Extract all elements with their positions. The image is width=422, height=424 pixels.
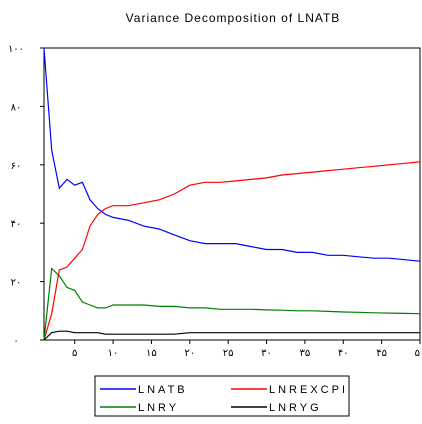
y-tick-label: ۶۰ (11, 161, 22, 172)
legend-label-lnryg: LNRYG (269, 402, 322, 414)
plot-frame (43, 47, 421, 341)
chart-title: Variance Decomposition of LNATB (126, 11, 341, 25)
y-axis: ۰ ۲۰ ۴۰ ۶۰ ۸۰ ۱۰۰ (8, 44, 44, 347)
x-axis: ۵ ۱۰ ۱۵ ۲۰ ۲۵ ۳۰ ۳۵ ۴۰ ۴۵ ۵۰ (72, 340, 422, 359)
series-line-lnatb (43, 47, 421, 262)
series-line-lnry (43, 267, 421, 341)
y-tick-label: ۰ (13, 336, 18, 347)
x-tick-label: ۱۰ (108, 348, 119, 359)
x-tick-label: ۵ (72, 348, 77, 359)
legend-label-lnry: LNRY (138, 402, 179, 414)
x-tick-label: ۲۰ (184, 348, 195, 359)
x-tick-label: ۳۰ (261, 348, 272, 359)
series-lines (43, 47, 421, 341)
x-tick-label: ۲۵ (223, 348, 234, 359)
legend: LNATB LNREXCPI LNRY LNRYG (100, 384, 348, 414)
x-tick-label: ۴۰ (338, 348, 349, 359)
y-tick-label: ۴۰ (11, 219, 22, 230)
x-tick-label: ۴۵ (376, 348, 387, 359)
x-tick-label: ۵۰ (415, 348, 422, 359)
legend-label-lnatb: LNATB (138, 384, 188, 396)
y-tick-label: ۱۰۰ (8, 44, 24, 55)
series-line-lnryg (43, 330, 420, 341)
series-line-lnrexcpi (43, 161, 421, 341)
legend-label-lnrexcpi: LNREXCPI (269, 384, 348, 396)
legend-box (94, 375, 350, 417)
x-tick-label: ۱۵ (146, 348, 157, 359)
y-tick-label: ۲۰ (11, 278, 22, 289)
x-tick-label: ۳۵ (300, 348, 311, 359)
y-tick-label: ۸۰ (11, 102, 22, 113)
